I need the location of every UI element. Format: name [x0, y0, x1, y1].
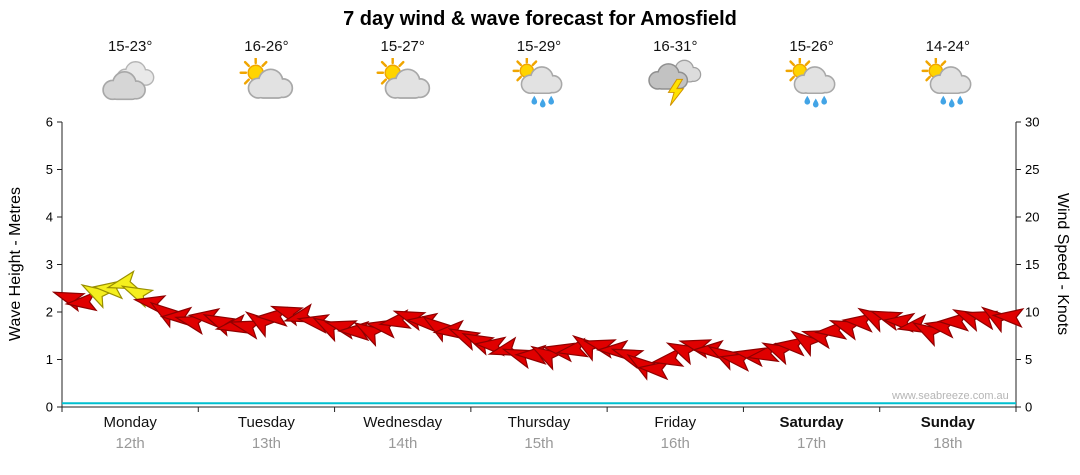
wind-arrow-red: [228, 320, 263, 340]
wind-arrow-glyph: [650, 347, 685, 367]
day-header-tuesday: 16-26°: [198, 38, 334, 110]
day-date: 17th: [796, 435, 827, 452]
day-header-friday: 16-31°: [607, 38, 743, 110]
y-tick-label-right: 0: [1025, 400, 1032, 415]
day-date: 14th: [388, 435, 418, 452]
day-temperature-range: 15-26°: [789, 38, 834, 55]
watermark: www.seabreeze.com.au: [892, 390, 1009, 402]
day-temperature-range: 15-27°: [380, 38, 425, 55]
y-tick-label-right: 25: [1025, 162, 1039, 177]
y-tick-label-right: 20: [1025, 210, 1039, 225]
wind-arrow-red: [991, 307, 1025, 329]
day-label-friday: Friday 16th: [607, 414, 743, 452]
day-name: Wednesday: [363, 414, 443, 431]
weather-icon-partly-cloudy-showers: [512, 58, 563, 108]
y-tick-label-left: 3: [46, 257, 53, 272]
y-tick-label-left: 5: [46, 162, 53, 177]
y-tick-label-left: 2: [46, 305, 53, 320]
day-label-wednesday: Wednesday 14th: [335, 414, 471, 452]
y-tick-label-right: 15: [1025, 257, 1039, 272]
weather-icon-partly-cloudy-showers: [921, 58, 972, 108]
wind-arrow-glyph: [789, 330, 823, 358]
y-tick-label-left: 1: [46, 352, 53, 367]
y-tick-label-left: 6: [46, 115, 53, 130]
wind-arrow-red: [841, 312, 875, 333]
wind-arrow-glyph: [936, 311, 970, 332]
y-tick-label-right: 30: [1025, 115, 1039, 130]
wind-arrow-glyph: [773, 336, 807, 357]
weather-icon-partly-cloudy: [376, 58, 430, 99]
day-temperature-range: 15-23°: [107, 38, 153, 55]
x-axis-day-labels: Monday 12th Tuesday 13th Wednesday 14th Thursd…: [62, 414, 1016, 452]
weather-icon-thunderstorm: [648, 59, 702, 106]
day-temperature-range: 16-26°: [244, 38, 289, 55]
wind-arrow-red: [789, 330, 823, 358]
day-name: Thursday: [507, 414, 571, 431]
day-label-saturday: Saturday 17th: [743, 414, 879, 452]
day-label-monday: Monday 12th: [62, 414, 198, 452]
y-tick-label-left: 0: [46, 400, 53, 415]
day-label-thursday: Thursday 15th: [471, 414, 607, 452]
y-tick-label-right: 5: [1025, 352, 1032, 367]
y-tick-label-right: 10: [1025, 305, 1039, 320]
day-temperature-range: 14-24°: [925, 38, 971, 55]
day-temperature-range: 16-31°: [653, 38, 698, 55]
y-tick-label-left: 4: [46, 210, 53, 225]
wind-arrow-red: [64, 291, 98, 312]
days-header: 15-23° 16-26° 15-27° 15-29° 16-31° 15-26…: [62, 38, 1016, 110]
wind-arrow-red: [650, 347, 685, 367]
day-date: 18th: [933, 435, 963, 452]
day-name: Sunday: [920, 414, 975, 431]
wind-arrow-red: [773, 336, 807, 357]
weather-icon-partly-cloudy: [239, 58, 294, 99]
day-header-sunday: 14-24°: [880, 38, 1016, 110]
wind-arrow-glyph: [228, 320, 263, 340]
day-header-thursday: 15-29°: [471, 38, 607, 110]
day-name: Tuesday: [237, 414, 295, 431]
day-name: Monday: [103, 414, 157, 431]
day-date: 13th: [251, 435, 282, 452]
wind-arrow-red: [936, 311, 970, 332]
day-date: 12th: [115, 435, 145, 452]
weather-icon-partly-cloudy-showers: [785, 58, 835, 108]
wind-arrow-glyph: [991, 307, 1025, 329]
wind-arrow-glyph: [64, 291, 98, 312]
day-name: Friday: [654, 414, 697, 431]
day-date: 16th: [660, 435, 690, 452]
weather-icon-cloudy: [102, 61, 155, 101]
day-header-wednesday: 15-27°: [335, 38, 471, 110]
wind-arrow-glyph: [841, 312, 875, 333]
day-date: 15th: [524, 435, 554, 452]
day-header-saturday: 15-26°: [743, 38, 879, 110]
day-label-tuesday: Tuesday 13th: [198, 414, 334, 452]
day-header-monday: 15-23°: [62, 38, 198, 110]
chart-title: 7 day wind & wave forecast for Amosfield: [343, 8, 737, 30]
day-label-sunday: Sunday 18th: [880, 414, 1016, 452]
day-temperature-range: 15-29°: [516, 38, 562, 55]
day-name: Saturday: [779, 414, 844, 431]
